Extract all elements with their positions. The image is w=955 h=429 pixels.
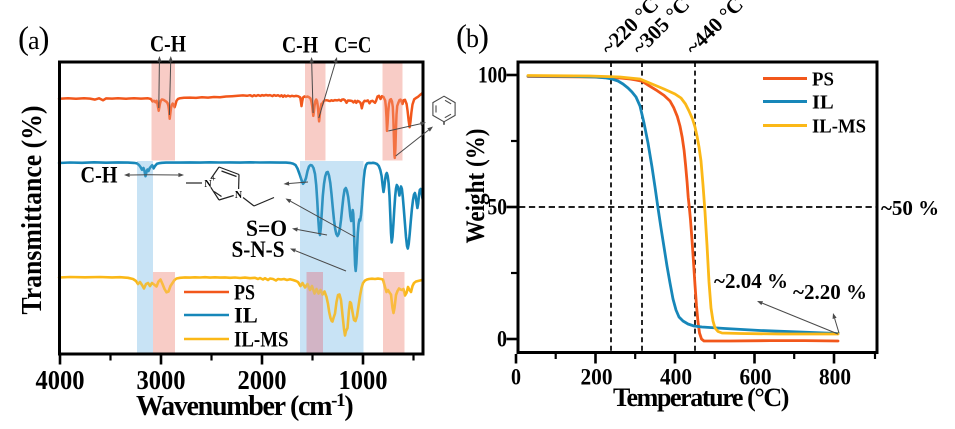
svg-text:C-H: C-H — [150, 32, 186, 58]
svg-text:S-N-S: S-N-S — [232, 237, 285, 263]
svg-text:N: N — [235, 190, 243, 201]
svg-text:N: N — [204, 179, 212, 190]
svg-text:200: 200 — [581, 365, 613, 390]
svg-text:IL-MS: IL-MS — [812, 115, 866, 137]
svg-text:Transmittance (%): Transmittance (%) — [17, 106, 48, 315]
svg-text:1000: 1000 — [339, 364, 388, 395]
svg-text:100: 100 — [478, 63, 507, 88]
svg-text:Weight (%): Weight (%) — [461, 129, 490, 244]
svg-text:2000: 2000 — [238, 364, 287, 395]
svg-text:IL: IL — [234, 303, 258, 328]
svg-text:~2.04 %: ~2.04 % — [714, 269, 788, 293]
svg-text:C-H: C-H — [81, 163, 118, 189]
svg-text:3000: 3000 — [137, 364, 186, 395]
svg-text:800: 800 — [819, 365, 851, 390]
svg-text:(a): (a) — [18, 21, 50, 57]
svg-text:IL: IL — [812, 91, 834, 113]
svg-text:PS: PS — [812, 68, 834, 90]
svg-text:600: 600 — [740, 365, 772, 390]
svg-text:0: 0 — [497, 327, 507, 352]
svg-text:(b): (b) — [456, 19, 489, 55]
svg-text:50: 50 — [488, 195, 508, 220]
svg-text:Temperature (°C): Temperature (°C) — [613, 383, 789, 412]
svg-text:~2.20 %: ~2.20 % — [793, 280, 867, 304]
svg-text:~50 %: ~50 % — [881, 196, 939, 220]
svg-text:C-H: C-H — [282, 33, 318, 59]
svg-text:+: + — [211, 175, 216, 184]
svg-text:C=C: C=C — [334, 33, 371, 59]
svg-text:400: 400 — [660, 365, 692, 390]
svg-text:Wavenumber (cm-1): Wavenumber (cm-1) — [136, 390, 353, 422]
svg-text:PS: PS — [234, 280, 255, 305]
svg-text:0: 0 — [511, 365, 521, 390]
svg-text:4000: 4000 — [36, 364, 85, 395]
svg-text:S=O: S=O — [246, 216, 287, 242]
svg-text:IL-MS: IL-MS — [234, 327, 289, 352]
